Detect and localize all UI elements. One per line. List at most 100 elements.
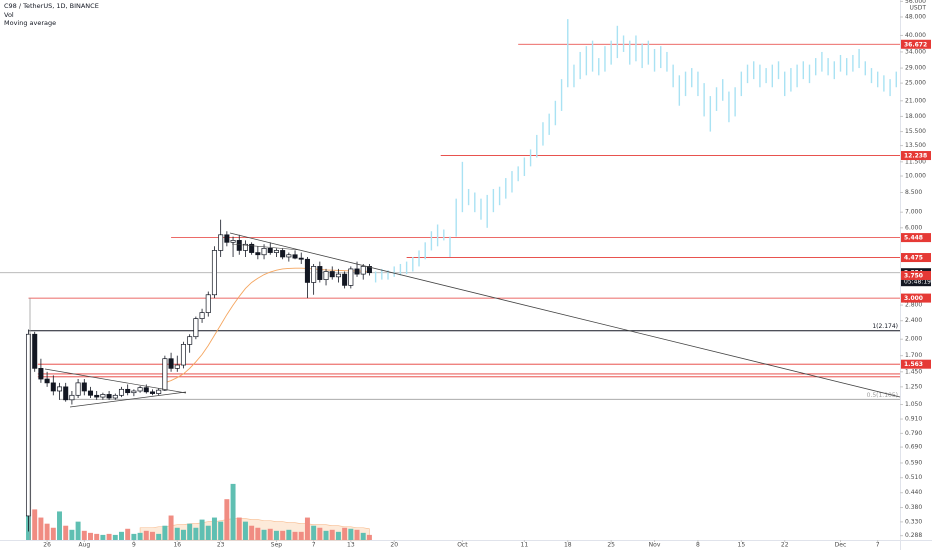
x-tick-label: Dec bbox=[835, 542, 847, 549]
candle-body bbox=[193, 318, 199, 338]
y-tick-label: 1.250 bbox=[905, 383, 922, 390]
countdown: 05:48:19 bbox=[904, 279, 931, 286]
x-tick-label: Sep bbox=[271, 542, 283, 549]
volume-bar bbox=[224, 499, 230, 540]
y-tick-label: 56.000 bbox=[905, 0, 926, 5]
volume-bar bbox=[119, 531, 124, 540]
candle-body bbox=[25, 333, 32, 517]
y-tick-label: 34.000 bbox=[905, 48, 926, 55]
x-tick-label: 7 bbox=[312, 542, 316, 549]
volume-bar bbox=[218, 521, 224, 540]
volume-bar bbox=[94, 533, 100, 540]
y-tick-label: 40.000 bbox=[905, 32, 926, 39]
candle-body bbox=[125, 388, 131, 394]
volume-bar bbox=[236, 517, 242, 540]
x-tick-label: Oct bbox=[457, 542, 468, 549]
x-tick-label: 13 bbox=[347, 542, 355, 549]
volume-bar bbox=[286, 529, 292, 540]
candle-body bbox=[280, 250, 286, 258]
volume-bar bbox=[273, 530, 279, 540]
candle-body bbox=[187, 336, 193, 345]
volume-bar bbox=[106, 533, 112, 540]
volume-bar bbox=[63, 525, 69, 540]
price-marker bbox=[901, 39, 931, 49]
y-tick-label: 13.500 bbox=[905, 142, 926, 149]
candle-body bbox=[286, 254, 292, 258]
x-tick-label: 9 bbox=[132, 542, 136, 549]
y-tick-label: 0.440 bbox=[905, 489, 922, 496]
volume-bar bbox=[267, 528, 273, 540]
volume-bar bbox=[249, 525, 255, 540]
candle-body bbox=[224, 234, 230, 243]
candle-body bbox=[174, 364, 180, 369]
candle-body bbox=[342, 273, 348, 286]
volume-bar bbox=[298, 531, 304, 540]
price-marker bbox=[901, 233, 931, 243]
volume-bar bbox=[162, 525, 168, 540]
volume-bar bbox=[292, 531, 298, 540]
candle-body bbox=[137, 387, 143, 392]
candle-body bbox=[366, 266, 372, 274]
volume-bar bbox=[242, 521, 248, 540]
volume-bar bbox=[57, 511, 62, 540]
y-tick-label: 1.700 bbox=[905, 352, 922, 359]
legend-ma: Moving average bbox=[4, 19, 56, 27]
volume-bar bbox=[335, 531, 341, 540]
candle-body bbox=[168, 358, 174, 369]
y-tick-label: 7.000 bbox=[905, 209, 922, 216]
y-tick-label: 2.000 bbox=[905, 336, 922, 343]
candle-body bbox=[211, 250, 217, 296]
volume-bar bbox=[354, 529, 360, 540]
volume-bar bbox=[32, 509, 38, 540]
candle-body bbox=[348, 268, 354, 286]
y-tick-label: 0.910 bbox=[905, 416, 922, 423]
y-tick-label: 2.400 bbox=[905, 317, 922, 324]
volume-bar bbox=[38, 517, 44, 540]
y-tick-label: 8.500 bbox=[905, 189, 922, 196]
volume-bar bbox=[342, 527, 348, 540]
volume-bar bbox=[211, 517, 217, 540]
triangle-upper bbox=[44, 368, 187, 394]
candle-body bbox=[100, 394, 106, 398]
x-tick-label: Nov bbox=[649, 542, 661, 549]
price-marker bbox=[901, 253, 931, 263]
candle-body bbox=[236, 240, 242, 251]
x-tick-label: 15 bbox=[738, 542, 746, 549]
x-tick-label: 22 bbox=[781, 542, 789, 549]
currency-label: USDT bbox=[910, 5, 927, 12]
volume-bar bbox=[261, 529, 267, 540]
candle-body bbox=[242, 243, 248, 251]
volume-bar bbox=[44, 523, 50, 540]
candle-body bbox=[143, 387, 149, 393]
price-marker-label: 3.000 bbox=[904, 295, 923, 302]
candle-body bbox=[180, 344, 186, 366]
y-tick-label: 0.690 bbox=[905, 444, 922, 451]
volume-bar bbox=[199, 519, 205, 540]
y-tick-label: 0.790 bbox=[905, 430, 922, 437]
candle-body bbox=[230, 240, 236, 243]
y-tick-label: 1.450 bbox=[905, 368, 922, 375]
y-tick-label: 18.000 bbox=[905, 113, 926, 120]
x-tick-label: 18 bbox=[564, 542, 572, 549]
candle-body bbox=[156, 389, 162, 394]
fib-label: 1(2.174) bbox=[872, 323, 898, 330]
candle-body bbox=[32, 333, 38, 369]
volume-bar bbox=[360, 532, 366, 540]
candle-body bbox=[255, 252, 261, 256]
countdown-box bbox=[901, 277, 931, 287]
candle-body bbox=[304, 258, 310, 283]
y-tick-label: 15.500 bbox=[905, 128, 926, 135]
candle-body bbox=[75, 382, 81, 396]
volume-bar bbox=[317, 527, 323, 540]
candle-body bbox=[87, 390, 94, 396]
volume-bar bbox=[156, 533, 162, 540]
volume-bar bbox=[137, 532, 143, 540]
volume-bar bbox=[125, 528, 131, 540]
volume-bar bbox=[150, 531, 155, 540]
candle-body bbox=[205, 294, 211, 313]
x-tick-label: 20 bbox=[390, 542, 398, 549]
volume-bar bbox=[329, 529, 335, 540]
y-tick-label: 21.000 bbox=[905, 97, 926, 104]
y-tick-label: 0.288 bbox=[905, 532, 922, 539]
